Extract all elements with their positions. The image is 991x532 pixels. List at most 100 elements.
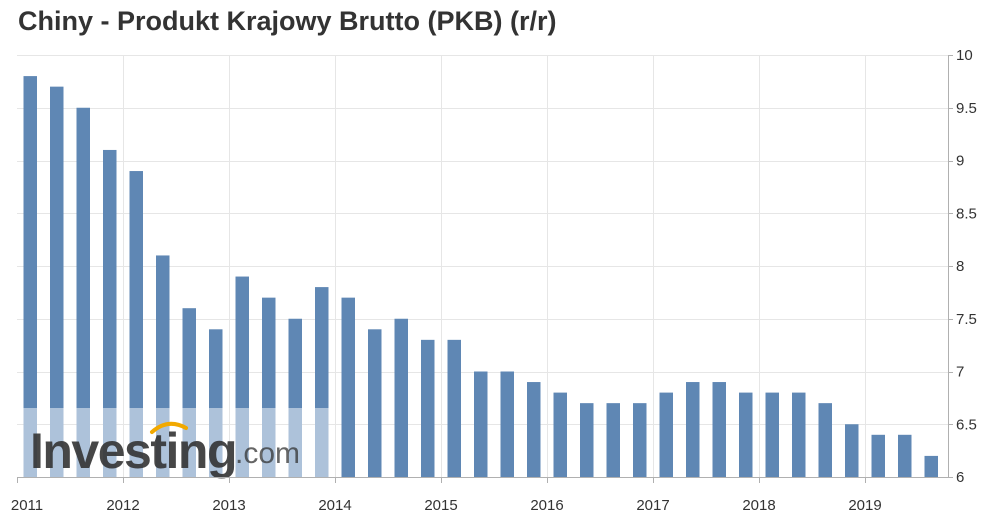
bar-2014Q4 (421, 339, 435, 477)
bar (288, 318, 302, 408)
bar-2018Q4 (845, 424, 859, 477)
bar-faded-part (182, 408, 196, 477)
bar-2012Q4 (209, 329, 223, 477)
bar (792, 392, 806, 477)
bar-2015Q2 (474, 371, 488, 477)
y-tick-label: 7.5 (956, 311, 977, 328)
bar-2015Q1 (447, 339, 461, 477)
y-tick-label: 8.5 (956, 205, 977, 222)
bar (633, 403, 647, 477)
bar (103, 149, 117, 408)
bar-2012Q1 (129, 171, 143, 477)
bar (659, 392, 673, 477)
bar (209, 329, 223, 408)
watermark-accent-swoosh (150, 421, 188, 434)
bar-2019Q1 (871, 434, 885, 477)
bar-faded-part (288, 408, 302, 477)
bar (500, 371, 514, 477)
bar-2013Q2 (262, 297, 276, 477)
bar-2016Q4 (633, 403, 647, 477)
x-tick-label: 2016 (530, 497, 563, 514)
bar (341, 297, 355, 477)
bar (76, 107, 90, 408)
bar (447, 339, 461, 477)
bar-2016Q2 (580, 403, 594, 477)
bar-2016Q3 (606, 403, 620, 477)
bar-2014Q1 (341, 297, 355, 477)
bar (765, 392, 779, 477)
y-tick-label: 8 (956, 258, 964, 275)
bar-2011Q4 (103, 149, 117, 477)
bar (527, 382, 541, 477)
bar-2017Q2 (686, 382, 700, 477)
watermark-suffix: .com (235, 437, 300, 470)
bar-faded-part (23, 408, 37, 477)
bar-2013Q3 (288, 318, 302, 477)
bar-2018Q2 (792, 392, 806, 477)
bar (739, 392, 753, 477)
bar-faded-part (235, 408, 249, 477)
bar-faded-part (50, 408, 64, 477)
bar-faded-part (103, 408, 117, 477)
bar (712, 382, 726, 477)
bar (129, 171, 143, 408)
bar (580, 403, 594, 477)
bar-2018Q1 (765, 392, 779, 477)
x-tick-label: 2013 (212, 497, 245, 514)
bar-2017Q3 (712, 382, 726, 477)
bar (262, 297, 276, 408)
bar-faded-part (76, 408, 90, 477)
x-tick-label: 2015 (424, 497, 457, 514)
bar-2018Q3 (818, 403, 832, 477)
bar-2014Q3 (394, 318, 408, 477)
y-tick-label: 6.5 (956, 416, 977, 433)
bar (182, 308, 196, 408)
bar (421, 339, 435, 477)
bar (368, 329, 382, 477)
bar (474, 371, 488, 477)
bar (871, 434, 885, 477)
x-tick-label: 2012 (106, 497, 139, 514)
bar-2011Q3 (76, 107, 90, 477)
bar (898, 434, 912, 477)
bar-2015Q4 (527, 382, 541, 477)
bar (606, 403, 620, 477)
y-tick-label: 9.5 (956, 100, 977, 117)
bar-2016Q1 (553, 392, 567, 477)
bar (553, 392, 567, 477)
watermark-brand: Investing (30, 423, 236, 479)
y-tick-label: 10 (956, 47, 973, 64)
bar (686, 382, 700, 477)
x-tick-label: 2018 (742, 497, 775, 514)
bar (845, 424, 859, 477)
bar (235, 276, 249, 408)
bar (818, 403, 832, 477)
axes: 6 6.5 7 7.5 8 8.5 9 9.5 10 2011 2012 2013 2014 2015 20… (11, 47, 977, 514)
bar-faded-part (209, 408, 223, 477)
bar-2015Q3 (500, 371, 514, 477)
bar-faded-part (315, 408, 329, 477)
bar (394, 318, 408, 477)
bar (156, 255, 170, 408)
bar-2013Q4 (315, 287, 329, 477)
bar (50, 86, 64, 409)
bar-faded-part (129, 408, 143, 477)
bar-2011Q1 (23, 76, 37, 477)
x-tick-label: 2019 (848, 497, 881, 514)
bar-2014Q2 (368, 329, 382, 477)
bar (23, 76, 37, 408)
x-tick-label: 2011 (11, 497, 43, 514)
x-tick-label: 2017 (636, 497, 669, 514)
y-tick-label: 9 (956, 153, 964, 170)
y-tick-label: 6 (956, 469, 964, 486)
bar-2017Q4 (739, 392, 753, 477)
bars (23, 76, 938, 477)
y-tick-label: 7 (956, 364, 964, 381)
investing-watermark: Investing .com (30, 421, 300, 479)
bar-2019Q3 (924, 455, 938, 477)
bar (315, 287, 329, 408)
chart-title: Chiny - Produkt Krajowy Brutto (PKB) (r/… (18, 6, 557, 36)
bar-faded-part (262, 408, 276, 477)
bar-2019Q2 (898, 434, 912, 477)
